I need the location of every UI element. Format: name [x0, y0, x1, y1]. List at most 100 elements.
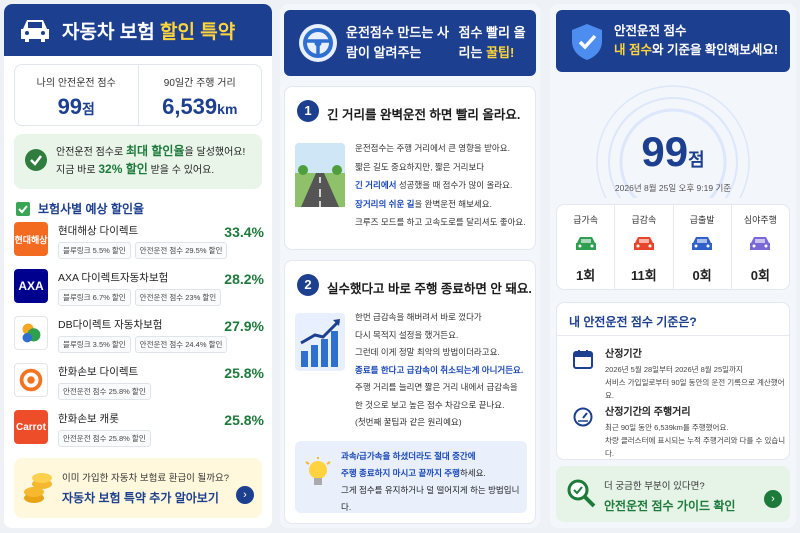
value: 99 — [57, 94, 83, 119]
panel-header: 자동차 보험 할인 특약 — [4, 4, 272, 56]
cta-box[interactable]: 더 궁금한 부분이 있다면? 안전운전 점수 가이드 확인 › — [556, 466, 790, 522]
text: 받을 수 있어요. — [147, 165, 215, 176]
coins-icon — [24, 473, 52, 503]
cta-question: 이미 가입한 자동차 보험료 환급이 될까요? — [62, 473, 230, 484]
discount-rate: 27.9% — [224, 318, 264, 334]
insurer-row: Carrot 한화손보 캐롯 안전운전 점수 25.8% 할인 25.8% — [14, 408, 264, 452]
event-label: 심야주행 — [743, 215, 777, 225]
text: 점수 빨리 올리는 — [458, 25, 526, 60]
road-image — [295, 143, 345, 207]
tag: 안전운전 점수 23% 할인 — [134, 289, 222, 306]
stat-label: 90일간 주행 거리 — [163, 78, 236, 89]
text-line: 내 점수와 기준을 확인해보세요! — [614, 41, 790, 60]
insurer-logo: 현대해상 — [14, 222, 48, 256]
tag: 블루링크 5.5% 할인 — [58, 242, 131, 259]
text-line: 차량 클러스터에 표시되는 누적 주행거리와 다를 수 있습니다. — [605, 436, 786, 458]
discount-panel: 자동차 보험 할인 특약 나의 안전운전 점수 99점 90일간 주행 거리 6,5… — [4, 4, 272, 528]
text-line: 운전점수 만드는 사람이 알려주는 — [346, 25, 449, 60]
tag: 안전운전 점수 25.8% 할인 — [58, 383, 151, 400]
text: 와 기준을 확인해보세요! — [651, 43, 779, 57]
cta-link[interactable]: 안전운전 점수 가이드 확인 — [604, 499, 736, 513]
tag: 블루링크 6.7% 할인 — [58, 289, 131, 306]
score-unit: 점 — [688, 150, 705, 170]
discount-rate: 28.2% — [224, 271, 264, 287]
tip-number: 1 — [297, 100, 319, 122]
text-line: 한 것으로 보고 높은 점수 차감으로 끝나요. — [355, 399, 505, 410]
em-text: 꿀팁! — [486, 45, 515, 60]
tip-title: 실수했다고 바로 주행 종료하면 안 돼요. — [327, 282, 532, 296]
text-line: 자동차 보험 할인 특약 — [62, 17, 235, 44]
em-text: 과속/급가속을 하셨더라도 절대 중간에 — [341, 451, 476, 461]
insurer-name: 한화손보 캐롯 — [58, 413, 119, 425]
score-value: 99 — [641, 128, 689, 175]
tag: 안전운전 점수 25.8% 할인 — [58, 430, 151, 447]
chart-image — [295, 313, 345, 371]
insurer-logo: AXA — [14, 269, 48, 303]
insurer-row: AXA AXA 다이렉트자동차보험 블루링크 6.7% 할인 안전운전 점수 23… — [14, 267, 264, 311]
event: 급가속 1회 — [557, 205, 614, 289]
em-text: 할인 특약 — [159, 21, 236, 43]
text-line: 장거리의 쉬운 길을 완벽운전 해보세요. — [355, 195, 526, 214]
tip-card: 1 긴 거리를 완벽운전 하면 빨리 올라요. 운전점수는 주행 거리에서 큰 … — [284, 86, 536, 250]
em-text: 장거리의 쉬운 길 — [355, 198, 415, 209]
stat-value: 6,539km — [139, 94, 262, 120]
cta-question: 더 궁금한 부분이 있다면? — [604, 481, 705, 492]
text-line: 지금 바로 32% 할인 받을 수 있어요. — [56, 161, 262, 179]
stat-label: 나의 안전운전 점수 — [36, 78, 116, 89]
tip-title: 긴 거리를 완벽운전 하면 빨리 올라요. — [327, 108, 521, 122]
text-line: 그런데 이게 정말 최악의 방법이더라고요. — [355, 347, 500, 357]
arrow-button[interactable]: › — [764, 490, 782, 508]
stat: 90일간 주행 거리 6,539km — [137, 65, 262, 125]
discount-rate: 33.4% — [224, 224, 264, 240]
event-icon — [575, 237, 596, 250]
text-line: 점수 빨리 올리는 꿀팁! — [459, 23, 537, 63]
event-label: 급출발 — [689, 215, 715, 225]
criteria-title: 내 안전운전 점수 기준은? — [569, 315, 697, 329]
panel-header: 안전운전 점수 내 점수와 기준을 확인해보세요! — [556, 10, 790, 72]
insurer-name: AXA 다이렉트자동차보험 — [58, 272, 169, 284]
text-line: 크루즈 모드를 하고 고속도로를 달리셔도 좋아요. — [355, 217, 526, 227]
event-count: 11회 — [631, 268, 657, 283]
score-rings — [596, 85, 750, 198]
cta-box[interactable]: 이미 가입한 자동차 보험료 환급이 될까요? 자동차 보험 특약 추가 알아보… — [14, 458, 262, 518]
insurer-logo — [14, 363, 48, 397]
cta-link[interactable]: 자동차 보험 특약 추가 알아보기 — [62, 491, 219, 505]
tag: 안전운전 점수 29.5% 할인 — [134, 242, 228, 259]
tip-body: 운전점수는 주행 거리에서 큰 영향을 받아요. 짧은 길도 중요하지만, 짧은 … — [355, 139, 526, 232]
event: 급감속 11회 — [614, 205, 672, 289]
value: 6,539 — [162, 94, 218, 119]
text-line: 2026년 5월 28일부터 2026년 8월 25일까지 — [605, 365, 743, 374]
steering-icon — [299, 24, 337, 62]
em-text: 긴 거리에서 — [355, 180, 397, 190]
text-line: 과속/급가속을 하셨더라도 절대 중간에 — [341, 448, 527, 465]
arrow-button[interactable]: › — [236, 486, 254, 504]
achievement: 안전운전 점수로 최대 할인율을 달성했어요! 지금 바로 32% 할인 받을 수… — [14, 134, 262, 189]
text: 성공했을 때 점수가 많이 올라요. — [396, 180, 513, 190]
criteria-item-title: 산정기간 — [605, 349, 642, 360]
event-icon — [750, 237, 771, 250]
section-title: 보험사별 예상 할인율 — [38, 202, 145, 216]
stat: 나의 안전운전 점수 99점 — [15, 65, 138, 125]
event-count: 1회 — [576, 268, 596, 283]
panel-header: 운전점수 만드는 사람이 알려주는 점수 빨리 올리는 꿀팁! — [284, 10, 536, 76]
criteria-item-text: 최근 90일 동안 6,539km를 주행했어요. 차량 클러스터에 표시되는 누… — [605, 421, 789, 460]
text: 하세요. — [459, 468, 486, 478]
check-icon — [25, 149, 47, 171]
text-line: 운전점수는 주행 거리에서 큰 영향을 받아요. — [355, 143, 510, 153]
text-line: 서비스 가입일로부터 90일 동안의 운전 기록으로 계산했어요. — [605, 378, 785, 400]
unit: km — [217, 101, 238, 117]
insurer-name: 한화손보 다이렉트 — [58, 366, 139, 378]
stats-box: 나의 안전운전 점수 99점 90일간 주행 거리 6,539km — [14, 64, 262, 126]
tips-panel: 운전점수 만드는 사람이 알려주는 점수 빨리 올리는 꿀팁! 1 긴 거리를 완… — [280, 4, 540, 528]
timestamp: 2026년 8월 25일 오후 9:19 기준 — [614, 183, 732, 193]
tip-card: 2 실수했다고 바로 주행 종료하면 안 돼요. 한번 급감속을 해버려서 바로… — [284, 260, 536, 524]
text-line: 다시 목적지 설정을 했거든요. — [355, 329, 459, 340]
search-icon — [567, 479, 596, 508]
check-box — [16, 201, 30, 216]
text-line: 안전운전 점수로 최대 할인율을 달성했어요! — [56, 143, 262, 161]
text-line: 주행 거리를 늘리면 짧은 거리 내에서 급감속을 — [355, 382, 518, 392]
score: 99점 — [550, 128, 796, 176]
insurer-name: 현대해상 다이렉트 — [58, 225, 139, 237]
text: 지금 바로 — [56, 165, 99, 176]
